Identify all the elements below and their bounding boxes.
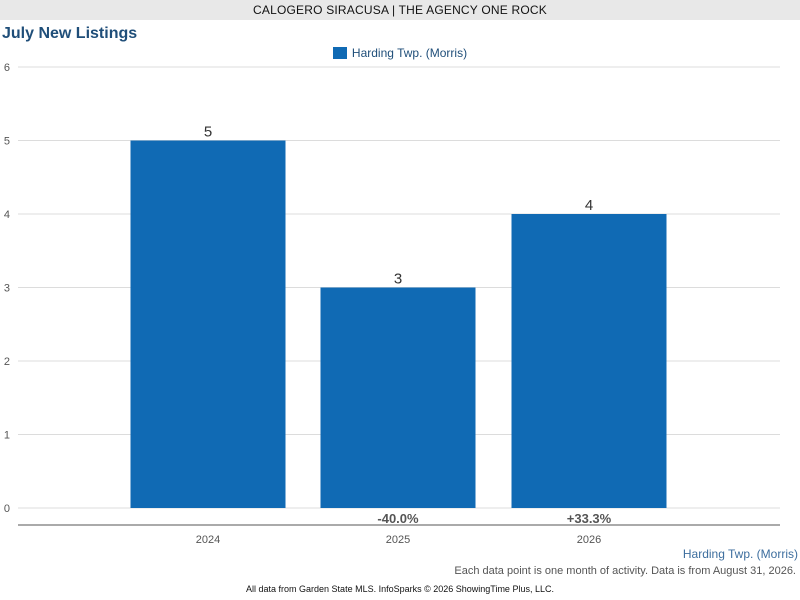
y-tick-label: 5 (4, 136, 10, 148)
legend-swatch (332, 47, 347, 59)
change-labels: -40.0% +33.3% (377, 511, 611, 526)
data-label-2024: 5 (204, 124, 212, 141)
y-tick-label: 2 (4, 356, 10, 368)
x-tick-label-2026: 2026 (577, 534, 601, 546)
legend-label: Harding Twp. (Morris) (351, 46, 468, 60)
data-label-2026: 4 (585, 197, 593, 214)
bars (130, 140, 667, 509)
header-bar: CALOGERO SIRACUSA | THE AGENCY ONE ROCK (0, 0, 800, 20)
y-tick-label: 3 (4, 283, 10, 295)
chart-title: July New Listings (2, 25, 138, 42)
y-tick-label: 0 (4, 503, 10, 515)
bar-2026[interactable] (511, 214, 667, 508)
x-axis-ticks: 2024 2025 2026 (196, 534, 601, 546)
bar-2025[interactable] (320, 287, 476, 509)
source-note: All data from Garden State MLS. InfoSpar… (246, 584, 554, 594)
bar-2024[interactable] (130, 140, 286, 509)
data-labels: 5 3 4 (204, 124, 593, 288)
x-tick-label-2025: 2025 (386, 534, 410, 546)
data-label-2025: 3 (394, 271, 402, 288)
y-axis-ticks: 0 1 2 3 4 5 6 (4, 62, 10, 515)
y-tick-label: 6 (4, 62, 10, 74)
change-label-2025: -40.0% (377, 511, 419, 526)
activity-note: Each data point is one month of activity… (454, 565, 796, 577)
x-tick-label-2024: 2024 (196, 534, 220, 546)
change-label-2026: +33.3% (567, 511, 612, 526)
region-label: Harding Twp. (Morris) (682, 547, 798, 561)
y-tick-label: 1 (4, 430, 10, 442)
legend[interactable]: Harding Twp. (Morris) (0, 46, 800, 60)
y-tick-label: 4 (4, 209, 10, 221)
